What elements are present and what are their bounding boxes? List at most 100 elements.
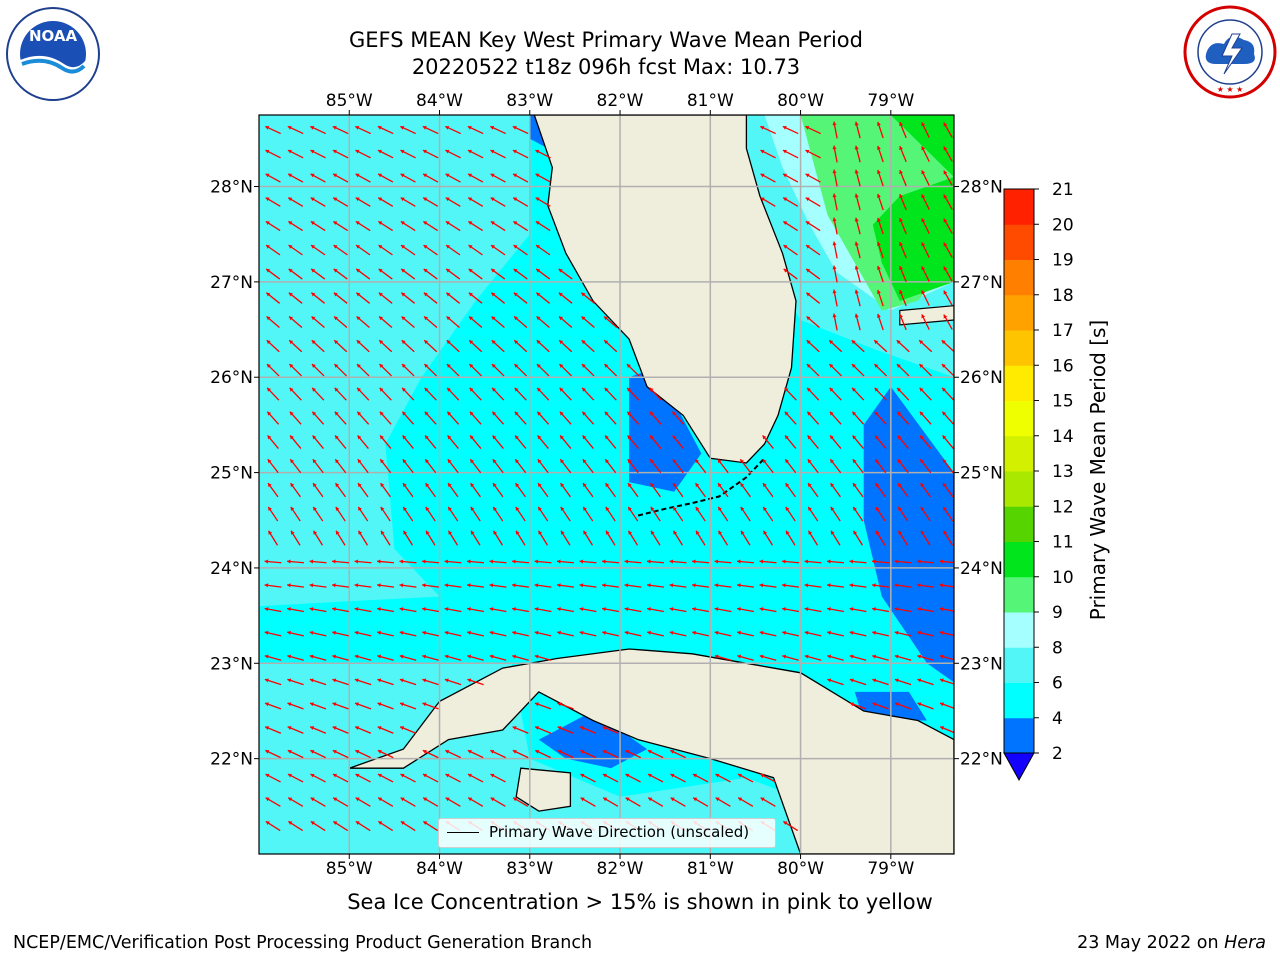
- wave-direction-arrow: [287, 797, 304, 807]
- wave-direction-arrow: [490, 244, 506, 256]
- wave-direction-arrow: [312, 506, 324, 522]
- wave-direction-arrow: [717, 530, 729, 546]
- wave-direction-arrow: [469, 387, 482, 401]
- wave-direction-arrow: [515, 530, 526, 546]
- wave-direction-arrow: [580, 773, 596, 783]
- wave-direction-arrow: [377, 702, 394, 710]
- wave-direction-arrow: [920, 530, 931, 546]
- wave-direction-arrow: [355, 173, 371, 183]
- wave-direction-arrow: [534, 607, 552, 613]
- lat-label-right: 25°N: [960, 464, 1003, 484]
- wave-direction-arrow: [736, 559, 755, 564]
- wave-direction-arrow: [399, 630, 417, 637]
- lon-label-bottom: 82°W: [597, 859, 644, 879]
- wave-direction-arrow: [921, 314, 930, 330]
- wave-direction-arrow: [491, 363, 505, 377]
- wave-direction-arrow: [468, 220, 483, 232]
- wave-direction-arrow: [265, 749, 281, 759]
- wave-direction-arrow: [378, 244, 393, 256]
- wave-direction-arrow: [894, 607, 912, 613]
- wave-direction-arrow: [511, 559, 530, 564]
- wave-direction-arrow: [579, 559, 597, 564]
- wave-direction-arrow: [467, 654, 484, 661]
- wave-direction-arrow: [737, 630, 754, 637]
- axis-ticks: [254, 110, 959, 859]
- wave-direction-arrow: [875, 506, 886, 522]
- wave-direction-arrow: [335, 482, 346, 498]
- wave-direction-arrow: [334, 435, 347, 449]
- wave-direction-arrow: [264, 654, 282, 661]
- wave-direction-arrow: [826, 559, 845, 564]
- colorbar-segment: [1004, 612, 1034, 648]
- wave-direction-arrow: [807, 482, 819, 498]
- wave-direction-arrow: [310, 820, 326, 832]
- wave-direction-arrow: [921, 242, 930, 258]
- lat-label-right: 28°N: [960, 178, 1003, 198]
- wave-direction-arrow: [287, 149, 304, 159]
- wave-direction-arrow: [468, 363, 483, 377]
- wave-direction-arrow: [582, 530, 594, 546]
- wave-direction-arrow: [899, 169, 907, 187]
- wave-direction-arrow: [876, 169, 884, 187]
- wave-direction-arrow: [894, 702, 912, 710]
- wave-direction-arrow: [894, 583, 912, 588]
- wave-direction-arrow: [762, 435, 774, 449]
- wave-direction-arrow: [354, 702, 372, 710]
- wave-direction-arrow: [377, 726, 394, 734]
- wave-direction-arrow: [534, 702, 552, 710]
- wave-direction-arrow: [804, 583, 822, 588]
- wave-direction-arrow: [897, 435, 909, 449]
- wave-direction-arrow: [560, 506, 571, 522]
- wave-direction-arrow: [355, 220, 371, 232]
- wave-direction-arrow: [421, 583, 440, 588]
- wave-direction-arrow: [332, 630, 349, 637]
- wave-direction-arrow: [647, 630, 664, 637]
- lat-label-right: 24°N: [960, 559, 1003, 579]
- wave-direction-arrow: [828, 339, 843, 353]
- wave-direction-arrow: [807, 506, 819, 522]
- wave-direction-arrow: [400, 268, 416, 280]
- wave-direction-arrow: [354, 583, 372, 588]
- wave-direction-arrow: [580, 797, 596, 807]
- wave-direction-arrow: [401, 411, 415, 425]
- wave-direction-arrow: [785, 506, 796, 522]
- wave-direction-arrow: [537, 482, 549, 498]
- wave-direction-arrow: [921, 266, 930, 282]
- wave-direction-arrow: [626, 387, 640, 401]
- wave-direction-arrow: [627, 458, 639, 474]
- wave-direction-arrow: [515, 506, 526, 522]
- grand-bahama: [899, 305, 954, 326]
- wave-direction-arrow: [311, 387, 325, 401]
- wave-direction-arrow: [872, 654, 889, 661]
- wave-direction-arrow: [512, 197, 529, 207]
- wave-direction-arrow: [579, 583, 597, 588]
- wave-direction-arrow: [355, 197, 371, 207]
- lon-label-bottom: 80°W: [777, 859, 824, 879]
- wave-direction-arrow: [490, 797, 506, 807]
- wave-direction-arrow: [378, 268, 393, 280]
- wave-direction-arrow: [446, 411, 460, 425]
- wave-direction-arrow: [332, 726, 349, 734]
- wave-direction-arrow: [445, 220, 461, 232]
- wave-direction-arrow: [759, 654, 777, 661]
- wave-direction-arrow: [579, 630, 597, 637]
- wave-direction-arrow: [422, 149, 439, 159]
- wave-direction-arrow: [467, 125, 484, 135]
- wave-direction-arrow: [854, 145, 861, 163]
- wave-direction-arrow: [400, 820, 416, 832]
- wave-direction-arrow: [489, 630, 507, 637]
- wave-direction-arrow: [605, 482, 616, 498]
- wave-direction-arrow: [332, 749, 349, 759]
- wave-direction-arrow: [333, 339, 348, 353]
- wave-direction-arrow: [626, 363, 640, 377]
- wave-direction-arrow: [312, 435, 324, 449]
- wave-direction-arrow: [356, 315, 370, 329]
- wave-direction-arrow: [400, 197, 416, 207]
- wave-direction-arrow: [333, 315, 348, 329]
- wave-direction-arrow: [715, 773, 731, 783]
- wave-direction-arrow: [513, 244, 528, 256]
- footer-date: 23 May 2022 on Hera: [1077, 933, 1266, 953]
- wave-direction-arrow: [626, 411, 640, 425]
- wave-direction-arrow: [829, 387, 842, 401]
- wave-direction-arrow: [782, 820, 799, 832]
